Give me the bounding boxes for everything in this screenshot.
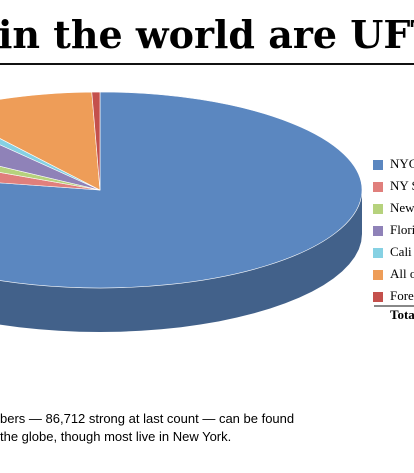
legend-swatch [373,204,383,214]
legend-swatch [373,160,383,170]
legend-label: Flori [390,222,414,237]
legend-swatch [373,182,383,192]
legend-label: Fore [390,288,414,303]
slice [0,91,363,289]
legend-swatch [373,270,383,280]
total-label: Tota [390,307,414,322]
legend: NYC NY S New Flori Cali All o Fore [373,156,414,303]
caption-line: the globe, though most live in New York. [0,429,231,444]
caption-line: bers — 86,712 strong at last count — can… [0,411,294,426]
legend-swatch [373,226,383,236]
chart-title: in the world are UFT [0,12,414,57]
legend-label: Cali [390,244,412,259]
legend-label: NYC [390,156,414,171]
legend-label: All o [390,266,414,281]
legend-label: New [390,200,414,215]
legend-swatch [373,248,383,258]
legend-label: NY S [390,178,414,193]
pie [0,91,363,332]
slice [91,91,101,191]
slice-side [0,190,362,332]
legend-swatch [373,292,383,302]
slice [0,91,101,191]
